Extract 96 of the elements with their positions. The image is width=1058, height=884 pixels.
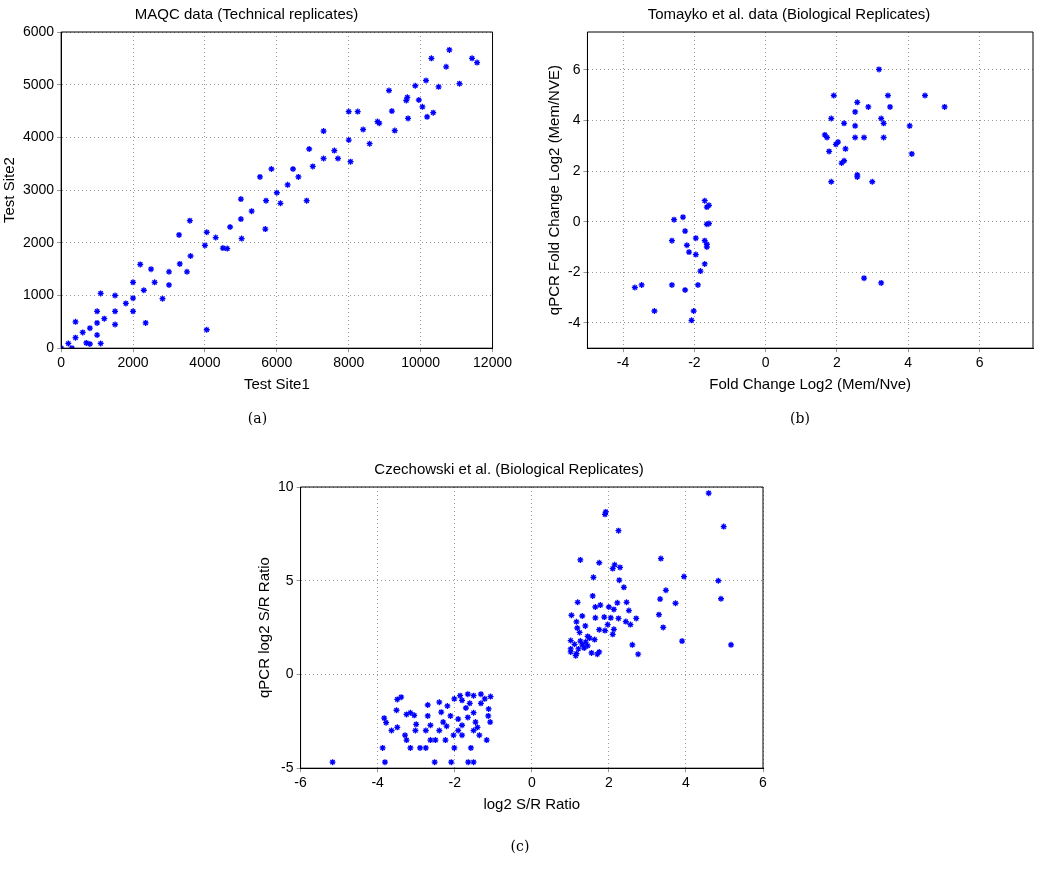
chart-title: Czechowski et al. (Biological Replicates) xyxy=(374,460,644,478)
y-tick-label: -4 xyxy=(568,313,581,330)
point xyxy=(840,119,848,127)
y-axis-title: Test Site2 xyxy=(0,157,18,224)
point xyxy=(884,91,892,100)
point xyxy=(681,227,689,235)
point xyxy=(694,281,702,289)
point xyxy=(906,122,914,130)
y-tick-label: 2000 xyxy=(22,233,55,250)
x-tick-label: 0 xyxy=(527,774,536,791)
point xyxy=(864,103,872,111)
x-tick-label: 6 xyxy=(759,774,768,791)
point xyxy=(830,91,838,100)
point xyxy=(703,240,711,248)
x-tick-label: 8000 xyxy=(333,354,365,371)
point xyxy=(851,108,859,116)
x-tick-label: 10000 xyxy=(401,354,441,371)
text: (a) xyxy=(246,410,269,426)
x-axis-title: log2 S/R Ratio xyxy=(483,795,581,813)
y-tick-label: 4 xyxy=(572,111,581,128)
point xyxy=(908,150,916,158)
point xyxy=(827,114,835,123)
point xyxy=(668,281,676,289)
point xyxy=(825,147,833,156)
chart-title: Tomayko et al. data (Biological Replicates) xyxy=(647,5,931,23)
point xyxy=(837,159,846,167)
point xyxy=(701,260,709,268)
point xyxy=(670,216,678,224)
y-tick-label: 0 xyxy=(285,665,294,682)
point xyxy=(685,248,693,256)
point xyxy=(841,145,850,153)
x-tick-label: 2000 xyxy=(117,354,149,371)
point xyxy=(827,178,835,186)
y-tick-label: -2 xyxy=(568,263,581,280)
y-tick-label: 0 xyxy=(46,339,55,356)
y-tick-label: 3000 xyxy=(22,180,55,197)
point xyxy=(860,133,868,142)
y-tick-label: 6000 xyxy=(22,22,55,39)
y-tick-label: 6 xyxy=(572,60,581,77)
y-tick-label: 2 xyxy=(572,161,581,178)
chart-title: MAQC data (Technical replicates) xyxy=(134,5,359,23)
point xyxy=(701,197,709,205)
point xyxy=(868,178,876,186)
point xyxy=(668,237,676,245)
x-tick-label: 0 xyxy=(761,354,770,371)
y-tick-label: -5 xyxy=(281,759,294,776)
point xyxy=(650,307,659,315)
x-tick-label: 4 xyxy=(904,354,913,371)
x-tick-label: 0 xyxy=(57,354,66,371)
point xyxy=(840,157,848,165)
point xyxy=(940,103,949,111)
x-axis-title: Fold Change Log2 (Mem/Nve) xyxy=(709,375,912,393)
point xyxy=(692,234,700,242)
point xyxy=(821,131,829,139)
y-axis-title: qPCR log2 S/R Ratio xyxy=(255,557,273,699)
point xyxy=(679,213,687,221)
point xyxy=(696,267,705,275)
point xyxy=(877,114,885,123)
x-tick-label: -2 xyxy=(688,354,701,371)
point xyxy=(875,65,883,74)
point xyxy=(851,122,859,130)
point xyxy=(631,283,639,292)
point xyxy=(851,133,859,142)
x-tick-label: 4000 xyxy=(189,354,221,371)
point xyxy=(692,250,700,259)
x-tick-label: -4 xyxy=(616,354,630,371)
y-tick-label: 5000 xyxy=(22,75,55,92)
point xyxy=(823,133,831,142)
point xyxy=(683,241,691,249)
x-tick-label: 12000 xyxy=(473,354,513,371)
x-tick-label: 6 xyxy=(975,354,984,371)
y-tick-label: 4000 xyxy=(22,128,55,145)
y-tick-label: 10 xyxy=(277,477,294,494)
x-tick-label: -2 xyxy=(448,774,462,791)
point xyxy=(860,274,868,282)
point xyxy=(637,281,646,289)
y-tick-label: 5 xyxy=(285,571,294,588)
point xyxy=(880,133,888,142)
text: (c) xyxy=(509,838,531,854)
y-tick-label: 0 xyxy=(572,212,581,229)
point xyxy=(681,286,689,294)
x-tick-label: -6 xyxy=(294,774,308,791)
x-tick-label: -4 xyxy=(371,774,385,791)
point xyxy=(853,98,861,106)
x-tick-label: 4 xyxy=(682,774,691,791)
text: (b) xyxy=(789,410,811,426)
y-axis-title: qPCR Fold Change Log2 (Mem/NVE) xyxy=(545,65,563,316)
point xyxy=(886,103,894,111)
point xyxy=(877,279,885,287)
point xyxy=(921,91,929,100)
x-axis-title: Test Site1 xyxy=(243,375,310,393)
point xyxy=(687,316,696,325)
x-tick-label: 2 xyxy=(604,774,613,791)
point xyxy=(690,307,698,315)
y-tick-label: 1000 xyxy=(22,286,55,303)
x-tick-label: 2 xyxy=(833,354,842,371)
